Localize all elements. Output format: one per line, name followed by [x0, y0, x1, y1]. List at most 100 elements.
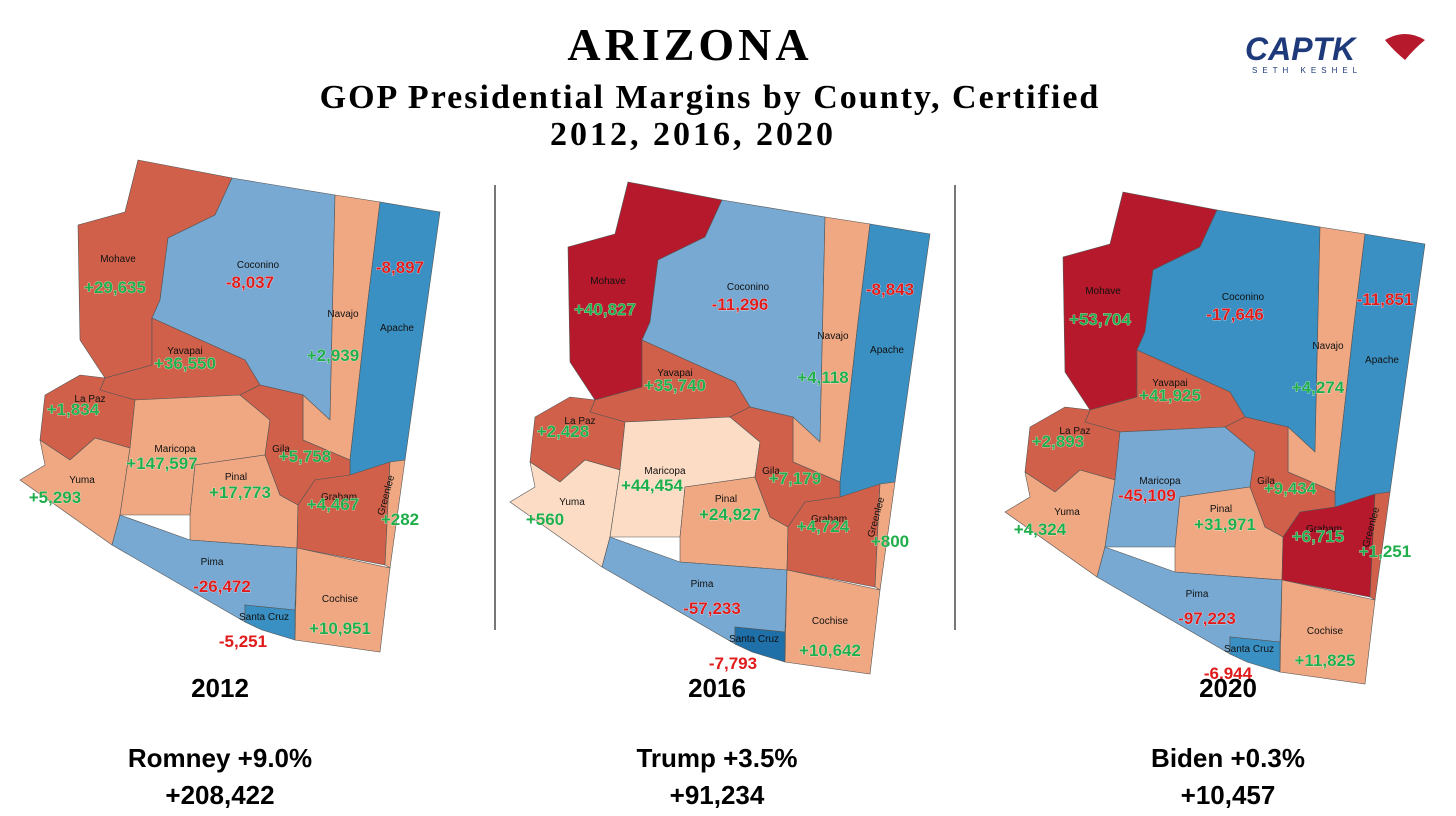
county-name: Gila — [272, 444, 290, 455]
title: ARIZONA — [567, 19, 812, 70]
county-margin: +4,118 — [797, 368, 849, 387]
total-margin: +208,422 — [165, 780, 274, 810]
county-map: Mohave Coconino Navajo Apache Yavapai La Paz Y… — [1004, 191, 1426, 685]
county-margin: -6,944 — [1204, 664, 1253, 683]
county-name: Coconino — [237, 260, 280, 271]
county-name: Mohave — [590, 276, 626, 287]
county-name: Santa Cruz — [1224, 644, 1274, 655]
county-name: Cochise — [322, 594, 359, 605]
county-name: La Paz — [1059, 426, 1090, 437]
county-name: Pima — [1186, 589, 1209, 600]
county — [294, 547, 391, 653]
county-margin: +1,834 — [47, 400, 100, 419]
county-name: Yuma — [69, 475, 95, 486]
county-name: Apache — [380, 323, 414, 334]
county-margin: +282 — [381, 510, 419, 529]
county-margin: +1,251 — [1359, 542, 1411, 561]
county-margin: +40,827 — [574, 300, 636, 319]
years: 2012, 2016, 2020 — [550, 116, 836, 153]
county-margin: +10,951 — [309, 619, 371, 638]
county-margin: -45,109 — [1118, 486, 1176, 505]
county-margin: +10,642 — [799, 641, 861, 660]
county-name: Pima — [201, 557, 224, 568]
county-margin: +9,434 — [1264, 479, 1317, 498]
county-margin: +4,274 — [1292, 378, 1345, 397]
county-name: Navajo — [817, 331, 849, 342]
county-margin: +17,773 — [209, 483, 271, 502]
county — [1229, 636, 1281, 673]
county-name: Mohave — [100, 254, 136, 265]
county-name: La Paz — [564, 416, 595, 427]
county-margin: +4,467 — [307, 495, 359, 514]
county-margin: -97,223 — [1178, 609, 1236, 628]
county — [734, 626, 786, 663]
county-margin: +2,428 — [537, 422, 589, 441]
result: Romney +9.0% — [128, 743, 312, 773]
county-name: Navajo — [327, 309, 359, 320]
logo: CAPTK SETH KESHEL — [1245, 31, 1425, 75]
county-map: Mohave Coconino Navajo Apache Yavapai La Paz Y… — [509, 181, 931, 675]
county-map: Mohave Coconino Navajo Apache Yavapai La Paz Y… — [19, 159, 441, 653]
county-margin: +36,550 — [154, 354, 216, 373]
county-margin: +560 — [526, 510, 564, 529]
county-margin: +29,635 — [84, 278, 146, 297]
county-name: Graham — [1306, 524, 1342, 535]
county-name: Graham — [811, 514, 847, 525]
county — [244, 604, 296, 641]
county-margin: -11,296 — [712, 295, 769, 314]
county-margin: -5,251 — [219, 632, 267, 651]
county-margin: +53,704 — [1069, 310, 1131, 329]
county-name: Yuma — [559, 497, 585, 508]
map-year: 2020 — [1199, 673, 1257, 703]
county-name: Cochise — [1307, 626, 1344, 637]
county-margin: -8,843 — [866, 280, 914, 299]
county-name: Coconino — [1222, 292, 1265, 303]
county-name: Navajo — [1312, 341, 1344, 352]
county-margin: +44,454 — [621, 476, 683, 495]
county-margin: +41,925 — [1139, 386, 1201, 405]
county-margin: -8,037 — [226, 273, 274, 292]
total-margin: +10,457 — [1181, 780, 1276, 810]
total-margin: +91,234 — [670, 780, 765, 810]
county — [1279, 579, 1376, 685]
result: Trump +3.5% — [636, 743, 797, 773]
county-name: Pinal — [715, 494, 737, 505]
subtitle: GOP Presidential Margins by County, Cert… — [320, 79, 1101, 116]
county-margin: +2,893 — [1032, 432, 1084, 451]
county-name: Mohave — [1085, 286, 1121, 297]
county-name: Pinal — [1210, 504, 1232, 515]
county-name: Cochise — [812, 616, 849, 627]
county-margin: +31,971 — [1194, 515, 1256, 534]
county-name: Santa Cruz — [239, 612, 289, 623]
county-name: Santa Cruz — [729, 634, 779, 645]
county-margin: +35,740 — [644, 376, 706, 395]
county-name: Yavapai — [167, 346, 202, 357]
county-name: Pinal — [225, 472, 247, 483]
county-margin: +7,179 — [769, 469, 821, 488]
county — [784, 569, 881, 675]
county-margin: +5,758 — [279, 447, 331, 466]
logo-text: CAPTK — [1245, 31, 1358, 67]
county-margin: +4,724 — [797, 517, 850, 536]
county-margin: -57,233 — [683, 599, 741, 618]
result: Biden +0.3% — [1151, 743, 1305, 773]
county-name: Maricopa — [154, 444, 196, 455]
county-name: Apache — [870, 345, 904, 356]
county-margin: +24,927 — [699, 505, 761, 524]
county-margin: -8,897 — [376, 258, 424, 277]
county-margin: -11,851 — [1357, 290, 1414, 309]
county-name: Yuma — [1054, 507, 1080, 518]
logo-eagle — [1385, 34, 1425, 60]
county-name: La Paz — [74, 394, 105, 405]
county-name: Yavapai — [657, 368, 692, 379]
map-year: 2012 — [191, 673, 249, 703]
county-name: Coconino — [727, 282, 770, 293]
county-margin: +800 — [871, 532, 909, 551]
county-margin: +2,939 — [307, 346, 359, 365]
county-name: Apache — [1365, 355, 1399, 366]
county-name: Pima — [691, 579, 714, 590]
county-margin: +147,597 — [126, 454, 197, 473]
county-name: Graham — [321, 492, 357, 503]
county-name: Maricopa — [644, 466, 686, 477]
